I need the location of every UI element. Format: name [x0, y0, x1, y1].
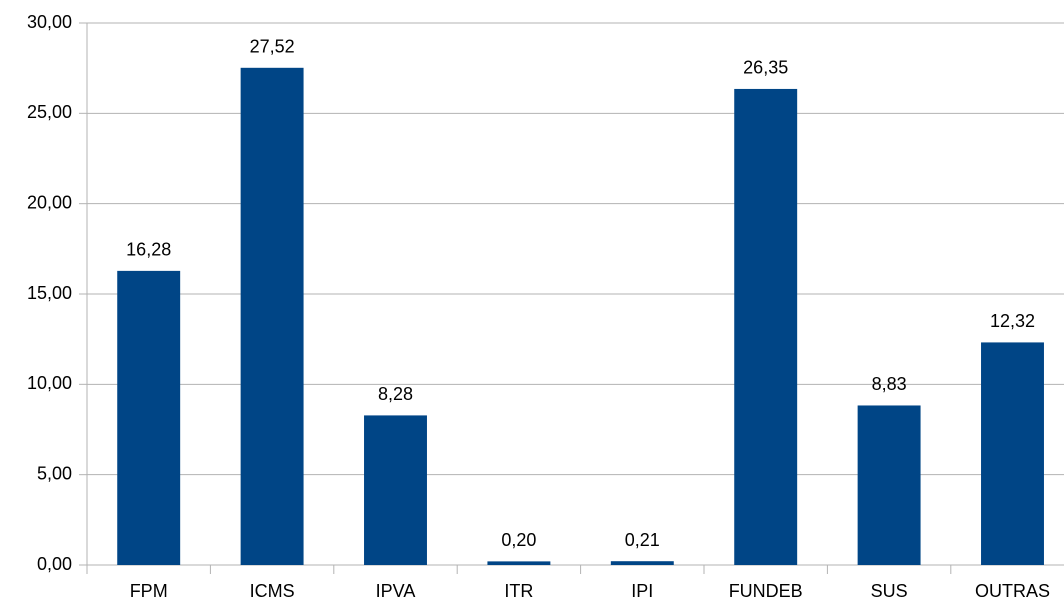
x-tick-label: FPM: [130, 581, 168, 601]
x-tick-label: FUNDEB: [729, 581, 803, 601]
bar: [364, 415, 427, 565]
y-tick-label: 10,00: [27, 373, 72, 393]
bar: [857, 405, 921, 565]
data-label: 8,83: [872, 374, 907, 394]
y-tick-label: 0,00: [37, 554, 72, 574]
data-label: 26,35: [743, 58, 788, 78]
y-tick-label: 15,00: [27, 283, 72, 303]
y-tick-label: 30,00: [27, 12, 72, 32]
bar: [240, 67, 304, 566]
data-label: 0,20: [501, 530, 536, 550]
x-tick-label: ICMS: [250, 581, 295, 601]
x-tick-label: ITR: [504, 581, 533, 601]
data-label: 8,28: [378, 384, 413, 404]
y-tick-label: 25,00: [27, 102, 72, 122]
y-tick-label: 20,00: [27, 192, 72, 212]
x-tick-label: IPI: [631, 581, 653, 601]
x-tick-label: IPVA: [376, 581, 416, 601]
data-label: 27,52: [250, 37, 295, 57]
bar: [117, 270, 181, 565]
bar: [734, 88, 798, 566]
data-label: 12,32: [990, 311, 1035, 331]
x-tick-label: SUS: [871, 581, 908, 601]
data-label: 0,21: [625, 530, 660, 550]
bar: [981, 342, 1044, 565]
bar: [487, 561, 551, 565]
data-label: 16,28: [126, 240, 171, 260]
bar: [610, 561, 674, 565]
x-tick-label: OUTRAS: [975, 581, 1050, 601]
y-tick-label: 5,00: [37, 463, 72, 483]
